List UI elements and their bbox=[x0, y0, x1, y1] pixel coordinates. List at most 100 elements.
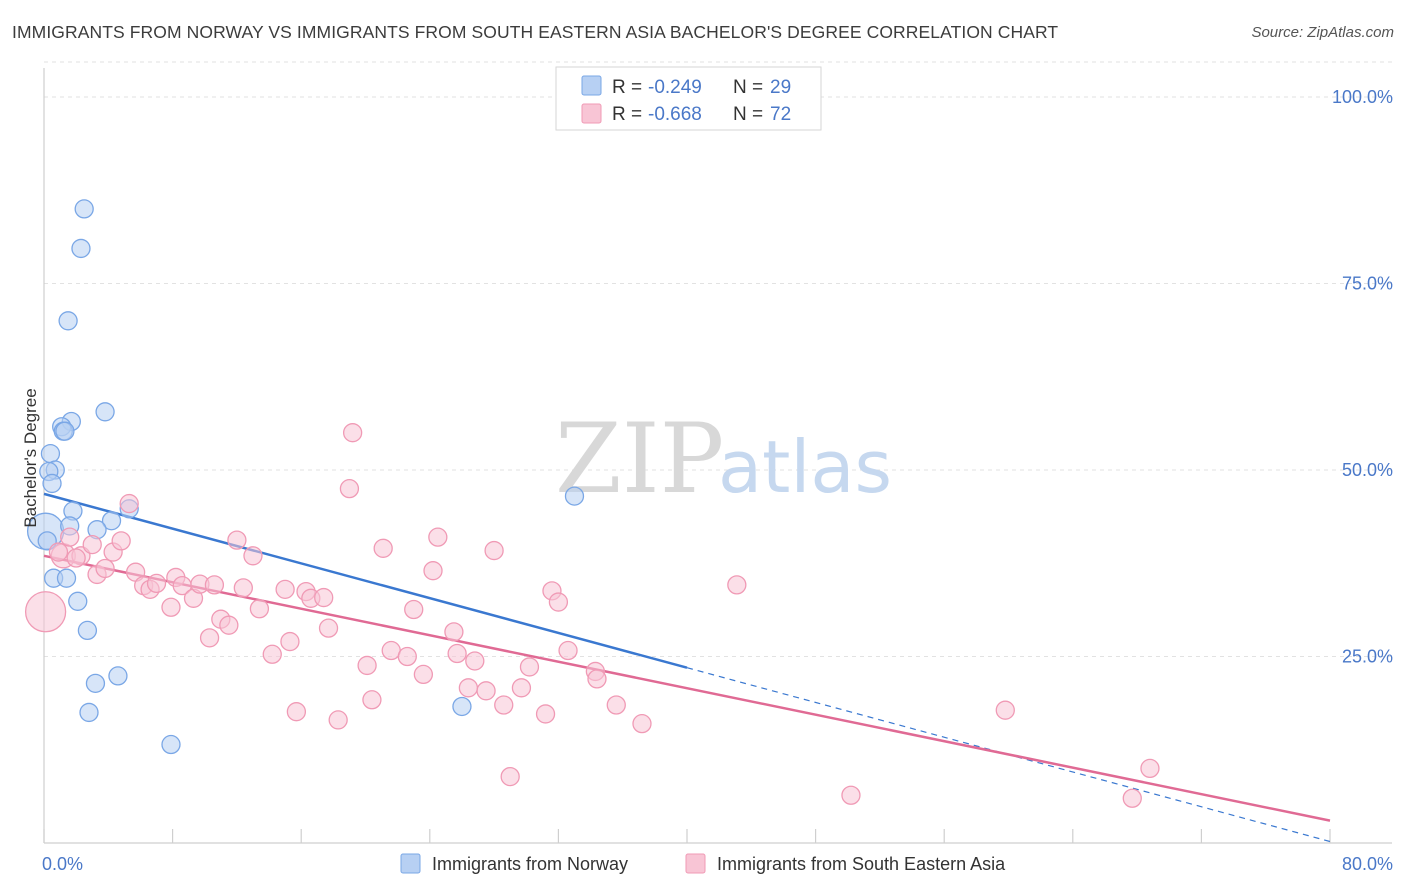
point-sea bbox=[314, 587, 334, 608]
point-sea bbox=[465, 651, 485, 671]
point-norway bbox=[55, 421, 75, 441]
bottom-legend: Immigrants from Norway Immigrants from S… bbox=[400, 853, 1006, 874]
point-sea bbox=[146, 573, 167, 594]
legend-swatch-sea bbox=[581, 103, 602, 124]
point-sea bbox=[423, 561, 443, 581]
point-sea bbox=[458, 678, 479, 698]
point-norway bbox=[74, 199, 94, 219]
point-sea bbox=[1140, 758, 1160, 779]
point-sea bbox=[111, 531, 131, 551]
point-norway bbox=[101, 511, 122, 531]
legend-n-value-norway: 29 bbox=[770, 77, 791, 98]
legend-n-label-1: N = bbox=[733, 77, 763, 98]
point-norway bbox=[95, 402, 115, 422]
point-sea bbox=[233, 578, 253, 598]
bottom-legend-swatch-sea bbox=[685, 853, 706, 874]
y-tick-labels: 25.0% 50.0% 75.0% 100.0% bbox=[1332, 87, 1393, 667]
y-tick-label: 75.0% bbox=[1342, 274, 1393, 294]
point-sea bbox=[995, 700, 1015, 720]
point-sea bbox=[328, 710, 348, 730]
point-sea bbox=[447, 643, 467, 664]
legend-n-value-sea: 72 bbox=[770, 104, 791, 125]
point-sea bbox=[219, 615, 239, 635]
point-sea bbox=[204, 575, 225, 595]
point-norway bbox=[452, 696, 472, 717]
chart-source: Source: ZipAtlas.com bbox=[1251, 24, 1394, 41]
point-norway bbox=[42, 473, 62, 494]
bottom-legend-norway: Immigrants from Norway bbox=[432, 854, 628, 874]
point-sea bbox=[357, 655, 377, 676]
x-tick-label: 80.0% bbox=[1342, 854, 1393, 874]
x-tick-labels: 0.0% 80.0% bbox=[42, 854, 1393, 874]
point-norway bbox=[68, 591, 88, 611]
point-sea bbox=[484, 540, 504, 561]
point-sea bbox=[535, 704, 556, 724]
point-norway bbox=[77, 620, 98, 641]
point-sea bbox=[476, 681, 496, 701]
point-sea bbox=[404, 599, 424, 620]
point-sea bbox=[24, 591, 67, 633]
point-sea bbox=[286, 702, 307, 722]
point-sea bbox=[199, 628, 220, 648]
point-sea bbox=[318, 618, 339, 638]
point-sea bbox=[373, 538, 393, 558]
point-sea bbox=[60, 527, 80, 547]
bottom-legend-swatch-norway bbox=[400, 853, 421, 874]
watermark-atlas: atlas bbox=[718, 425, 892, 509]
point-sea bbox=[413, 664, 434, 685]
point-sea bbox=[511, 678, 532, 698]
point-sea bbox=[249, 599, 270, 619]
point-sea bbox=[558, 640, 578, 661]
point-sea bbox=[161, 597, 181, 617]
y-tick-label: 100.0% bbox=[1332, 87, 1393, 107]
gridlines bbox=[44, 61, 1392, 657]
point-norway bbox=[56, 568, 77, 588]
point-sea bbox=[48, 542, 69, 562]
point-sea bbox=[119, 493, 139, 514]
point-norway bbox=[71, 238, 91, 259]
legend-r-label-2: R = bbox=[612, 104, 642, 125]
bottom-legend-sea: Immigrants from South Eastern Asia bbox=[717, 854, 1006, 874]
point-sea bbox=[95, 558, 115, 579]
point-sea bbox=[841, 785, 861, 805]
legend-r-value-sea: -0.668 bbox=[648, 104, 702, 125]
chart-title: IMMIGRANTS FROM NORWAY VS IMMIGRANTS FRO… bbox=[12, 22, 1059, 42]
point-sea bbox=[428, 527, 448, 547]
point-sea bbox=[500, 766, 520, 787]
y-tick-label: 25.0% bbox=[1342, 647, 1393, 667]
y-axis-label: Bachelor's Degree bbox=[21, 388, 40, 527]
point-sea bbox=[243, 546, 263, 566]
point-sea bbox=[548, 592, 569, 612]
point-sea bbox=[262, 644, 282, 664]
point-norway bbox=[108, 666, 128, 686]
trend-line-norway bbox=[43, 492, 688, 669]
point-sea bbox=[66, 548, 86, 568]
legend-r-value-norway: -0.249 bbox=[648, 77, 702, 98]
trend-line-sea bbox=[43, 554, 1331, 822]
legend-r-label-1: R = bbox=[612, 77, 642, 98]
point-norway bbox=[40, 443, 61, 464]
point-sea bbox=[82, 534, 102, 555]
point-norway bbox=[79, 702, 99, 723]
point-norway bbox=[161, 734, 181, 755]
point-sea bbox=[606, 695, 626, 715]
point-sea bbox=[1122, 788, 1142, 808]
legend-n-label-2: N = bbox=[733, 104, 763, 125]
point-norway bbox=[564, 486, 585, 506]
point-norway bbox=[85, 673, 106, 694]
point-sea bbox=[275, 579, 295, 600]
point-sea bbox=[342, 423, 363, 443]
point-norway bbox=[58, 311, 78, 331]
point-sea bbox=[587, 669, 607, 689]
point-sea bbox=[280, 631, 300, 652]
stats-legend: R = -0.249 N = 29 R = -0.668 N = 72 bbox=[555, 66, 822, 131]
watermark: ZIP atlas bbox=[555, 403, 892, 515]
point-sea bbox=[339, 478, 360, 499]
x-tick-label: 0.0% bbox=[42, 854, 83, 874]
point-sea bbox=[381, 640, 401, 661]
point-sea bbox=[632, 713, 652, 734]
legend-swatch-norway bbox=[581, 75, 602, 96]
point-sea bbox=[727, 575, 747, 595]
point-sea bbox=[494, 695, 514, 715]
